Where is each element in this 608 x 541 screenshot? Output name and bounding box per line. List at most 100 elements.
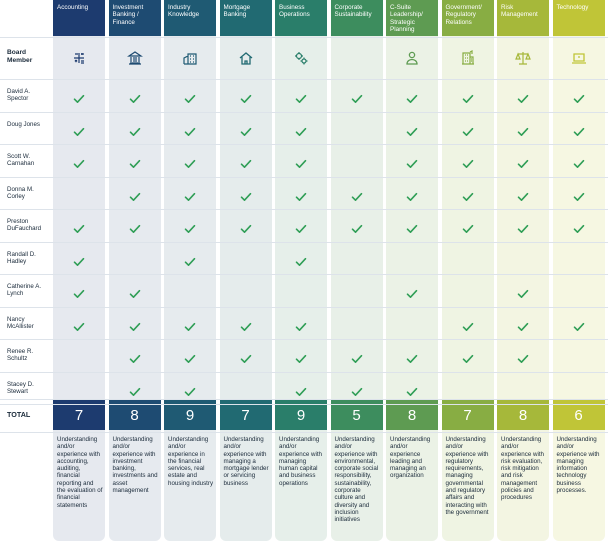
column-header: C-Suite Leadership/ Strategic Planning	[386, 0, 438, 36]
column-total: 5	[330, 400, 383, 430]
column-total: 9	[275, 400, 327, 430]
column-background	[108, 0, 161, 541]
check-icon	[184, 91, 196, 103]
check-icon	[406, 156, 418, 168]
gears-icon	[275, 43, 327, 73]
check-icon	[462, 189, 474, 201]
check-icon	[295, 91, 307, 103]
column-total: 9	[164, 400, 216, 430]
check-icon	[129, 91, 141, 103]
leaf-icon	[331, 43, 383, 73]
row-divider	[0, 37, 608, 38]
column-background	[275, 0, 327, 541]
row-divider	[0, 404, 608, 405]
row-divider	[0, 241, 608, 243]
check-icon	[462, 221, 474, 233]
check-icon	[73, 156, 85, 168]
column-header: Technology	[552, 0, 605, 36]
check-icon	[129, 319, 141, 331]
check-icon	[184, 124, 196, 136]
check-icon	[573, 189, 585, 201]
check-icon	[517, 124, 529, 136]
check-icon	[351, 351, 363, 363]
check-icon	[129, 286, 141, 298]
row-divider	[0, 144, 608, 145]
check-icon	[184, 351, 196, 363]
member-name: Preston DuFauchard	[7, 218, 42, 233]
check-icon	[517, 91, 529, 103]
check-icon	[184, 384, 196, 396]
total-label: TOTAL	[7, 410, 31, 419]
member-name: Stacey D. Stewart	[7, 380, 34, 395]
check-icon	[462, 91, 474, 103]
row-divider	[0, 432, 608, 433]
column-header: Accounting	[53, 0, 105, 36]
column-background	[330, 0, 383, 541]
member-name: Doug Jones	[7, 120, 41, 128]
check-icon	[462, 156, 474, 168]
member-name: Scott W. Carnahan	[7, 153, 35, 168]
check-icon	[129, 124, 141, 136]
check-icon	[73, 319, 85, 331]
column-header: Investment Banking / Finance	[108, 0, 161, 36]
column-description: Understanding and/or experience with inv…	[112, 436, 158, 495]
check-icon	[351, 91, 363, 103]
row-divider	[0, 209, 608, 210]
column-background	[164, 0, 216, 541]
member-name: Renee R. Schultz	[7, 348, 34, 363]
check-icon	[129, 351, 141, 363]
check-icon	[129, 189, 141, 201]
check-icon	[73, 254, 85, 266]
column-total: 7	[53, 400, 105, 430]
check-icon	[73, 221, 85, 233]
column-header: Risk Management	[497, 0, 549, 36]
column-description: Understanding and/or experience with env…	[334, 436, 379, 524]
check-icon	[240, 319, 252, 331]
check-icon	[295, 351, 307, 363]
column-description: Understanding and/or experience leading …	[390, 436, 431, 480]
row-divider	[0, 306, 608, 308]
check-icon	[295, 384, 307, 396]
column-description: Understanding and/or experience with reg…	[445, 436, 489, 516]
check-icon	[573, 124, 585, 136]
row-divider	[0, 274, 608, 275]
row-divider	[0, 371, 608, 373]
check-icon	[129, 221, 141, 233]
check-icon	[462, 124, 474, 136]
board-member-label: Board Member	[7, 49, 33, 64]
column-description: Understanding and/or experience with man…	[223, 436, 269, 487]
member-name: Donna M. Corley	[7, 185, 34, 200]
calculator-icon	[53, 43, 105, 73]
check-icon	[406, 91, 418, 103]
check-icon	[73, 91, 85, 103]
check-icon	[184, 156, 196, 168]
check-icon	[573, 156, 585, 168]
column-total: 7	[219, 400, 272, 430]
check-icon	[351, 189, 363, 201]
column-background	[552, 0, 605, 541]
buildings-icon	[164, 43, 216, 73]
check-icon	[295, 221, 307, 233]
row-divider	[0, 399, 608, 400]
column-background	[441, 0, 494, 541]
column-background	[219, 0, 272, 541]
check-icon	[295, 189, 307, 201]
check-icon	[129, 156, 141, 168]
government-building-icon	[442, 43, 494, 73]
check-icon	[240, 351, 252, 363]
person-icon	[386, 43, 438, 73]
column-background	[497, 0, 549, 541]
check-icon	[573, 319, 585, 331]
column-header: Industry Knowledge	[164, 0, 216, 36]
column-total: 8	[386, 400, 438, 430]
check-icon	[240, 124, 252, 136]
check-icon	[129, 384, 141, 396]
check-icon	[517, 351, 529, 363]
check-icon	[240, 91, 252, 103]
check-icon	[184, 221, 196, 233]
check-icon	[240, 156, 252, 168]
check-icon	[517, 286, 529, 298]
check-icon	[573, 91, 585, 103]
check-icon	[184, 254, 196, 266]
